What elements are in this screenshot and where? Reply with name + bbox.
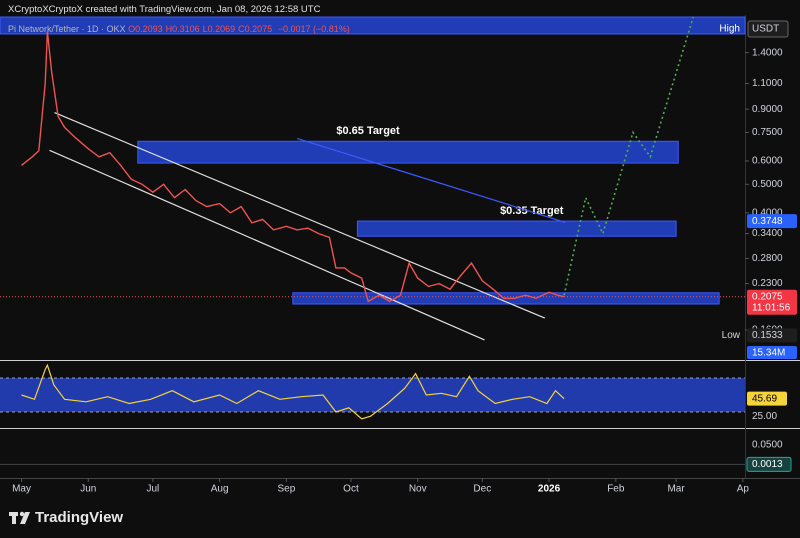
currency-box	[747, 20, 789, 38]
x-tick-label: Oct	[343, 484, 359, 495]
y-tick-label: 0.2800	[752, 253, 783, 264]
volume-label: 15.34M	[752, 348, 785, 359]
macd-tick-label: 0.0500	[752, 440, 783, 451]
x-tick-label: May	[12, 484, 31, 495]
high-label: High	[719, 24, 740, 35]
zone	[0, 16, 746, 35]
x-tick-label: Sep	[277, 484, 295, 495]
price-line	[21, 31, 565, 303]
x-tick-label: Feb	[607, 484, 625, 495]
rsi-band	[0, 377, 745, 413]
ohlc-value: C0.2075	[238, 24, 273, 34]
ohlc-value: L0.2069	[202, 24, 236, 34]
low-price-box	[747, 328, 797, 343]
x-tick-label: Mar	[667, 484, 685, 495]
low-label: Low	[722, 330, 741, 341]
zone-price: 0.3748	[752, 216, 783, 227]
logo-part	[19, 511, 25, 517]
credit: XCryptoXCryptoX created with TradingView…	[8, 4, 321, 15]
symbol-line: Pi Network/Tether · 1D · OKX O0.2093 H0.3…	[8, 24, 350, 34]
y-tick-label: 0.6000	[752, 156, 783, 167]
trendline	[296, 137, 566, 223]
zone-label: $0.65 Target	[336, 125, 400, 137]
rsi-tick-label: 25.00	[752, 411, 777, 422]
brand: TradingView	[35, 509, 123, 526]
symbol: Pi Network/Tether · 1D · OKX	[8, 24, 126, 34]
low-price: 0.1533	[752, 330, 783, 341]
y-tick-label: 0.4000	[752, 207, 783, 218]
x-tick-label: Dec	[473, 484, 491, 495]
x-tick-label: Ap	[737, 484, 750, 495]
zone	[137, 140, 679, 164]
trendline	[49, 149, 485, 341]
x-tick-label: Nov	[409, 484, 427, 495]
y-tick-label: 0.5000	[752, 179, 783, 190]
x-tick-label: 2026	[538, 484, 561, 495]
rsi-last: 45.69	[752, 393, 777, 404]
ohlc-value: H0.3106	[165, 24, 200, 34]
last-price-box	[747, 289, 797, 315]
macd-last-box	[746, 456, 792, 472]
x-tick-label: Jun	[80, 484, 96, 495]
last-price-sub: 11:01:56	[752, 302, 791, 313]
trendline	[54, 112, 546, 319]
zone-label: $0.35 Target	[500, 205, 564, 217]
y-tick-label: 1.4000	[752, 47, 783, 58]
y-tick-label: 0.2300	[752, 278, 783, 289]
x-tick-label: Aug	[211, 484, 229, 495]
macd-last: 0.0013	[752, 459, 783, 470]
rsi-line	[21, 363, 565, 420]
ohlc: O0.2093 H0.3106 L0.2069 C0.2075	[128, 24, 275, 34]
logo-part	[12, 512, 16, 524]
y-tick-label: 0.9000	[752, 104, 783, 115]
zone-price-box	[747, 214, 797, 229]
y-tick-label: 1.1000	[752, 78, 783, 89]
ohlc-value: O0.2093	[128, 24, 163, 34]
y-tick-label: 0.7500	[752, 127, 783, 138]
logo-part	[20, 512, 30, 524]
x-tick-label: Jul	[146, 484, 159, 495]
rsi-last-box	[747, 391, 787, 406]
volume-box	[747, 346, 797, 359]
currency: USDT	[752, 24, 779, 35]
y-tick-label: 0.3400	[752, 228, 783, 239]
last-price: 0.2075	[752, 291, 783, 302]
logo	[9, 511, 30, 524]
zone	[356, 220, 677, 237]
change: −0.0017 (−0.81%)	[277, 24, 350, 34]
